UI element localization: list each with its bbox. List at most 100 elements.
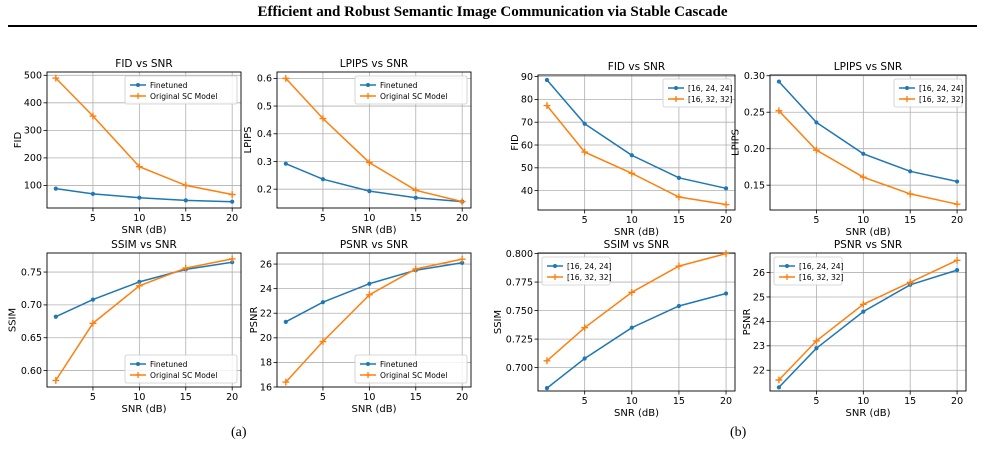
data-point (458, 255, 466, 263)
legend-marker (135, 372, 141, 378)
plot-frame (276, 71, 472, 209)
legend-label: Original SC Model (150, 371, 217, 380)
data-point (628, 288, 636, 296)
y-tick-label: 0.15 (744, 180, 765, 191)
legend-marker (365, 93, 371, 99)
x-tick-label: 15 (904, 215, 916, 226)
legend: Finetuned Original SC Model (124, 75, 238, 105)
data-point (629, 325, 634, 330)
x-tick-label: 5 (582, 396, 588, 407)
data-point (53, 186, 58, 191)
x-tick-label: 5 (90, 213, 96, 224)
plot-frame (537, 252, 736, 392)
data-point (953, 200, 961, 208)
data-point (412, 265, 420, 273)
y-tick-label: 0.70 (21, 300, 42, 311)
y-tick-label: 50 (521, 163, 533, 174)
legend-label: Finetuned (150, 360, 188, 369)
data-point (954, 267, 960, 273)
data-point (320, 177, 326, 182)
data-point (460, 260, 465, 265)
data-point (722, 250, 730, 257)
y-tick-label: 0.75 (21, 267, 42, 278)
data-point (320, 300, 326, 305)
chart-title: LPIPS vs SNR (340, 58, 408, 70)
chart-panel-4: 5 10 15 20 0.15 0.20 0.25 0.30 LPIPS vs SNR SNR (… (731, 61, 967, 238)
legend-box (354, 75, 468, 105)
data-point (135, 282, 143, 290)
y-tick-label: 40 (521, 186, 533, 197)
data-point (776, 79, 782, 84)
data-point (861, 151, 866, 156)
x-tick-label: 5 (320, 392, 326, 403)
data-point (89, 319, 97, 327)
data-point (813, 337, 820, 345)
legend-label: Finetuned (380, 81, 418, 90)
chart-title: FID vs SNR (115, 58, 172, 70)
legend-box (124, 354, 238, 384)
legend-marker (366, 83, 370, 87)
data-point (813, 146, 820, 154)
x-tick-label: 15 (180, 213, 192, 224)
legend-box (773, 256, 843, 286)
data-point (365, 291, 373, 299)
x-axis-label: SNR (dB) (614, 227, 659, 238)
legend-box (662, 78, 732, 108)
legend-label: [16, 24, 24] (799, 262, 844, 271)
data-point (775, 376, 783, 384)
legend-label: [16, 24, 24] (688, 84, 733, 93)
x-tick-label: 20 (226, 392, 238, 403)
legend-marker (135, 93, 141, 99)
chart-panel-7: 5 10 15 20 0.700 0.725 0.750 0.775 0.800 SSIM vs … (493, 239, 736, 419)
legend-box (893, 78, 963, 108)
chart-panel-6: 5 10 15 20 16 18 20 22 24 26 PSNR vs SNR SNR (dB) PS… (249, 239, 472, 415)
data-point (953, 256, 961, 264)
chart-panel-2: 5 10 15 20 0.2 0.3 0.4 0.5 0.6 LPIPS vs SNR SNR (d… (243, 58, 472, 236)
legend-label: Finetuned (150, 81, 188, 90)
legend-marker (674, 86, 678, 90)
data-point (722, 201, 730, 208)
y-tick-label: 26 (753, 268, 765, 279)
plot-frame (46, 252, 242, 388)
x-tick-label: 15 (673, 215, 685, 226)
data-point (52, 74, 60, 82)
x-tick-label: 20 (720, 396, 732, 407)
x-tick-label: 20 (951, 215, 963, 226)
plot-frame (769, 74, 967, 211)
data-point (183, 198, 188, 203)
series-line (55, 261, 233, 318)
y-tick-label: 0.725 (506, 334, 533, 345)
x-tick-label: 10 (857, 215, 869, 226)
data-point (283, 319, 288, 324)
y-tick-label: 80 (521, 95, 533, 106)
y-tick-label: 0.4 (257, 129, 272, 140)
title-rule (8, 25, 977, 27)
y-tick-label: 16 (260, 382, 272, 393)
data-point (282, 378, 290, 386)
legend: [16, 24, 24] [16, 32, 32] (773, 256, 844, 286)
data-point (906, 278, 914, 286)
caption-b: (b) (730, 425, 747, 440)
y-tick-label: 0.20 (744, 144, 765, 155)
data-point (458, 198, 466, 206)
data-point (52, 377, 60, 384)
series-line (778, 269, 958, 388)
chart-panel-1: 5 10 15 20 100 200 300 400 500 FID vs SNR SNR (dB)… (13, 58, 242, 236)
legend-label: [16, 24, 24] (919, 84, 964, 93)
data-point (228, 255, 236, 263)
legend-marker (136, 83, 140, 87)
x-axis-label: SNR (dB) (846, 408, 891, 419)
x-tick-label: 15 (410, 213, 422, 224)
legend-marker (905, 86, 909, 90)
x-tick-label: 20 (456, 392, 468, 403)
legend-label: Original SC Model (150, 92, 217, 101)
x-tick-label: 10 (857, 396, 869, 407)
y-tick-label: 0.750 (506, 306, 533, 317)
legend-marker (136, 362, 140, 366)
legend-label: Original SC Model (380, 371, 447, 380)
series-line (55, 187, 233, 203)
x-tick-label: 20 (720, 215, 732, 226)
y-tick-label: 500 (24, 71, 42, 82)
legend-marker (553, 264, 557, 268)
